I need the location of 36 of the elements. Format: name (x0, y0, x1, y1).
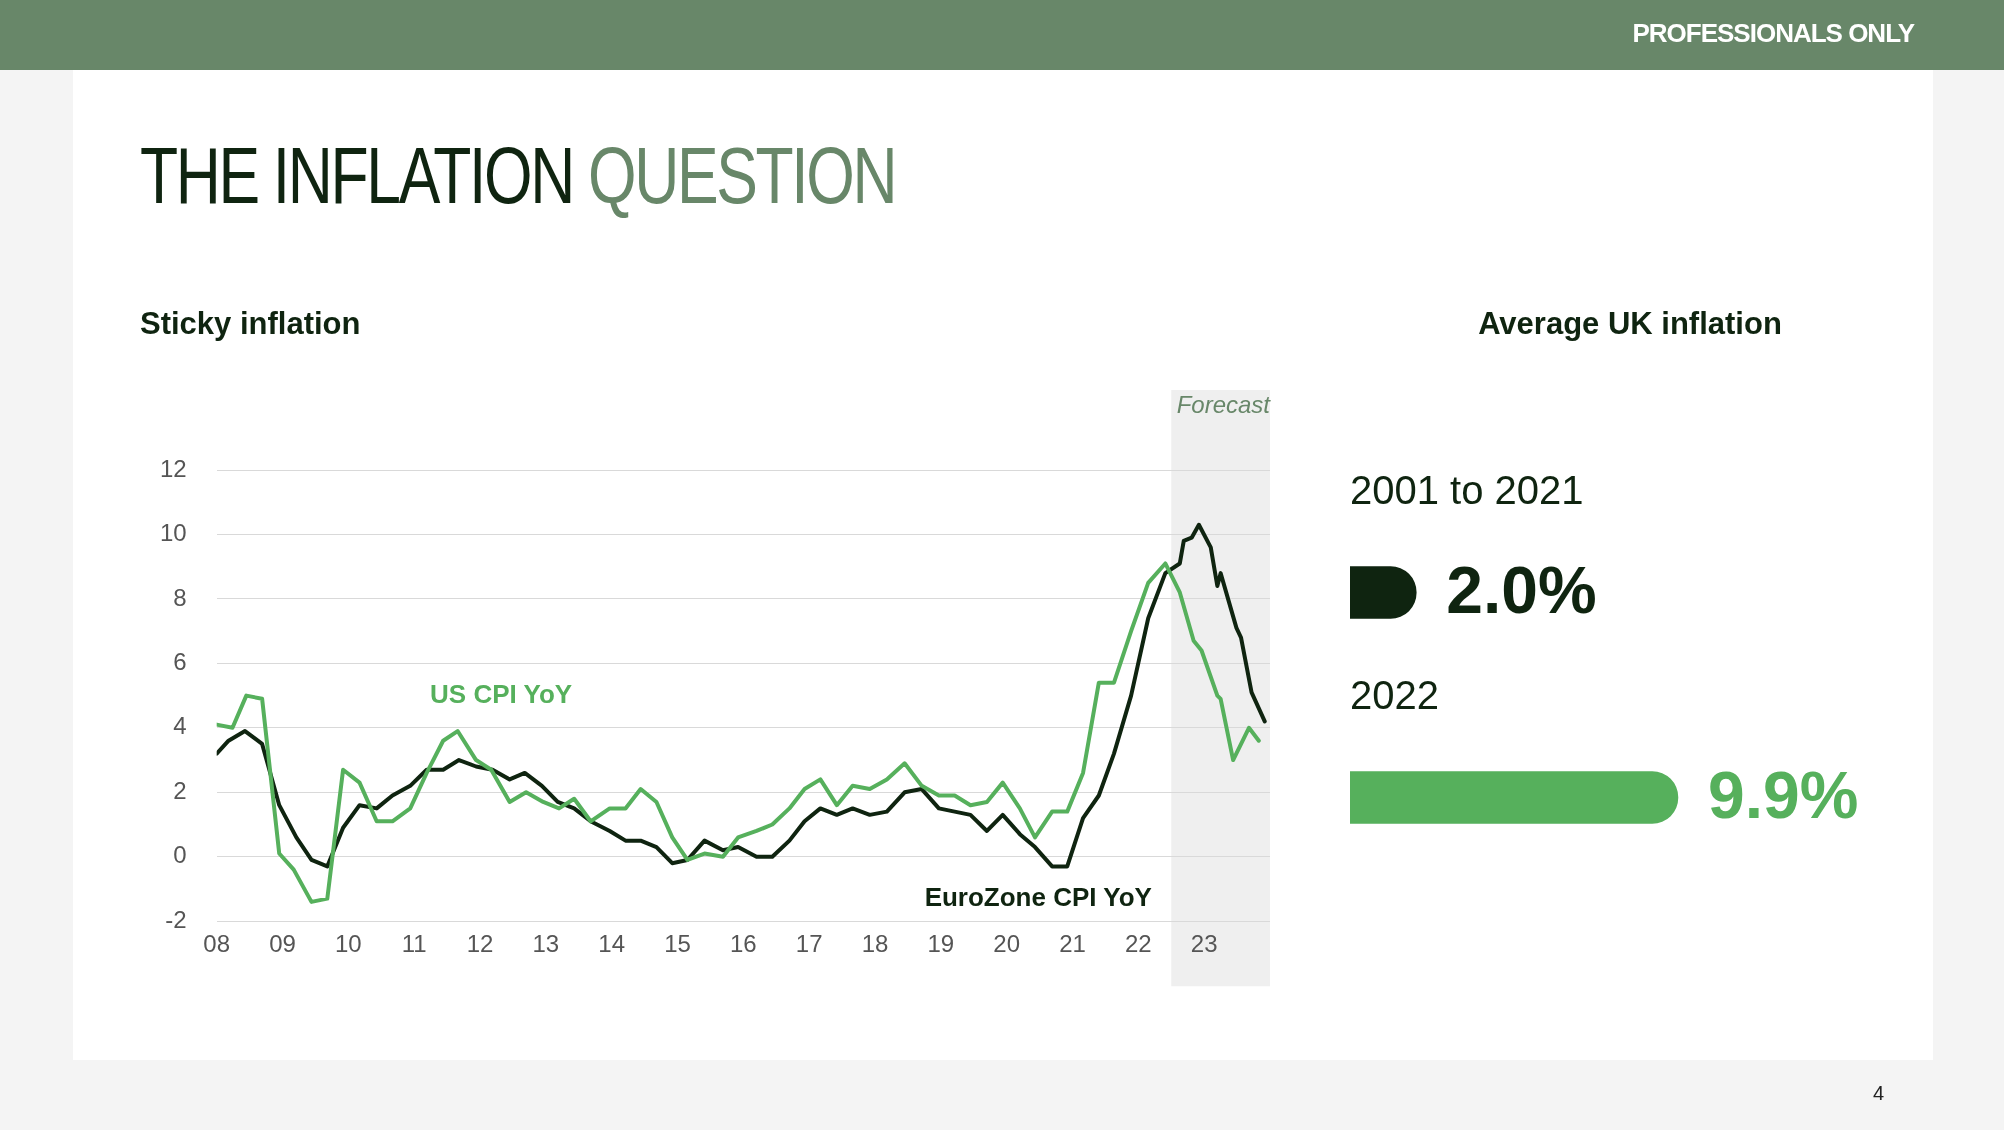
y-tick-label: 2001 to 2021 (1350, 467, 1584, 512)
x-tick-label: 11 (401, 930, 427, 958)
series-label: EuroZone CPI YoY (924, 881, 1152, 912)
x-tick-label: 23 (1190, 930, 1218, 958)
y-tick-label: 6 (173, 648, 187, 675)
data-label: 9.9% (1707, 757, 1859, 832)
x-tick-label: 08 (203, 930, 231, 958)
y-tick-label: 10 (159, 519, 187, 547)
x-tick-label: 14 (598, 930, 626, 958)
y-tick-label: -2 (165, 905, 187, 933)
y-tick-label: 12 (159, 454, 187, 482)
x-tick-label: 13 (532, 930, 560, 958)
x-tick-label: 12 (466, 930, 494, 958)
text: THE INFLATION QUESTION (140, 131, 896, 220)
y-tick-label: 0 (173, 841, 187, 869)
chart-title: Sticky inflation (140, 306, 361, 342)
x-tick-label: 16 (730, 930, 757, 958)
x-tick-label: 22 (1124, 930, 1152, 958)
data-label: 2.0% (1446, 552, 1597, 627)
chart-title: Average UK inflation (1477, 306, 1783, 342)
band-label: Forecast (1176, 390, 1272, 418)
text: 4 (1872, 1082, 1884, 1105)
series-label: US CPI YoY (430, 678, 573, 709)
x-tick-label: 20 (993, 930, 1021, 958)
x-tick-label: 09 (269, 930, 296, 958)
x-tick-label: 10 (335, 930, 362, 958)
x-tick-label: 17 (795, 930, 823, 958)
text: PROFESSIONALS ONLY (1632, 18, 1914, 49)
x-tick-label: 15 (664, 930, 691, 958)
y-tick-label: 4 (173, 712, 187, 740)
x-tick-label: 19 (927, 930, 955, 958)
y-tick-label: 2022 (1350, 672, 1439, 717)
x-tick-label: 18 (861, 930, 889, 958)
x-tick-label: 21 (1059, 930, 1086, 958)
y-tick-label: 8 (173, 583, 187, 611)
y-tick-label: 2 (173, 776, 187, 804)
